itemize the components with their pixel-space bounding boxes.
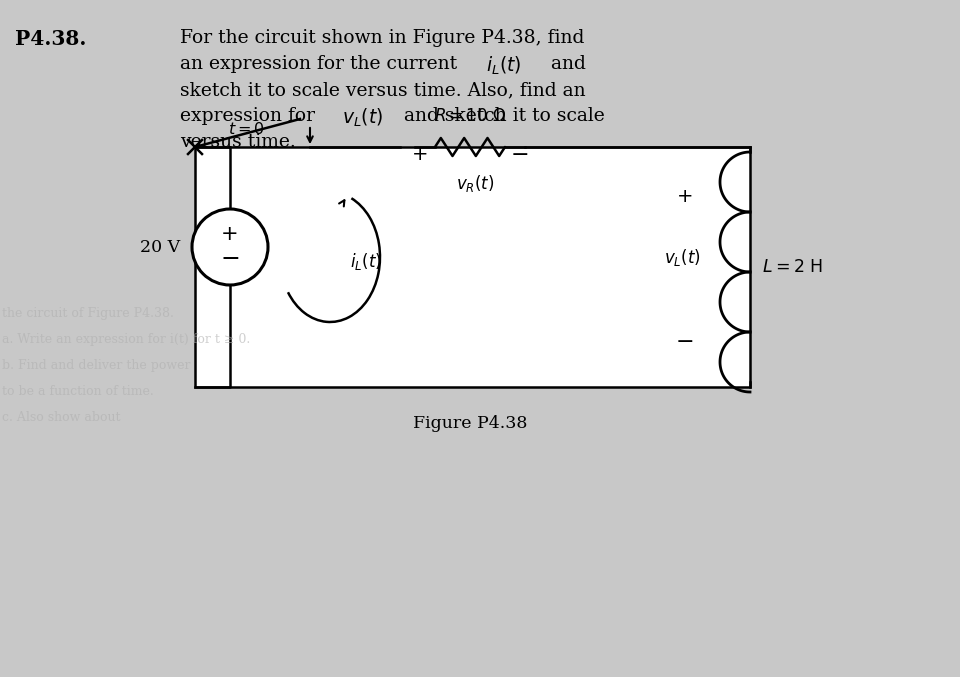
Text: to be a function of time.: to be a function of time. xyxy=(2,385,154,398)
Text: +: + xyxy=(412,146,428,165)
Text: c. Also show about: c. Also show about xyxy=(2,411,121,424)
Text: $R = 10\ \Omega$: $R = 10\ \Omega$ xyxy=(434,108,506,125)
Text: an expression for the current: an expression for the current xyxy=(180,55,463,73)
Text: $i_L(t)$: $i_L(t)$ xyxy=(486,55,521,77)
Text: and sketch it to scale: and sketch it to scale xyxy=(398,107,605,125)
Text: Figure P4.38: Figure P4.38 xyxy=(413,415,527,432)
Text: $v_R(t)$: $v_R(t)$ xyxy=(456,173,494,194)
Text: $L = 2\ \mathrm{H}$: $L = 2\ \mathrm{H}$ xyxy=(762,259,823,276)
Text: versus time.: versus time. xyxy=(180,133,296,151)
Text: +: + xyxy=(677,188,693,206)
Bar xyxy=(195,147,750,387)
Text: +: + xyxy=(221,224,239,244)
Text: $v_L(t)$: $v_L(t)$ xyxy=(663,246,701,267)
Text: the circuit of Figure P4.38.: the circuit of Figure P4.38. xyxy=(2,307,174,320)
Circle shape xyxy=(192,209,268,285)
Text: −: − xyxy=(220,247,240,271)
Text: $v_L(t)$: $v_L(t)$ xyxy=(342,107,383,129)
Text: $i_L(t)$: $i_L(t)$ xyxy=(350,251,382,273)
Text: sketch it to scale versus time. Also, find an: sketch it to scale versus time. Also, fi… xyxy=(180,81,586,99)
Text: P4.38.: P4.38. xyxy=(15,29,86,49)
Text: For the circuit shown in Figure P4.38, find: For the circuit shown in Figure P4.38, f… xyxy=(180,29,585,47)
Text: −: − xyxy=(511,145,529,165)
Text: −: − xyxy=(676,332,694,352)
Text: b. Find and deliver the power: b. Find and deliver the power xyxy=(2,359,190,372)
Text: $t = 0$: $t = 0$ xyxy=(228,121,265,138)
Text: 20 V: 20 V xyxy=(140,238,180,255)
Text: and: and xyxy=(545,55,586,73)
Text: a. Write an expression for i(t) for t ≥ 0.: a. Write an expression for i(t) for t ≥ … xyxy=(2,333,251,346)
Text: expression for: expression for xyxy=(180,107,321,125)
